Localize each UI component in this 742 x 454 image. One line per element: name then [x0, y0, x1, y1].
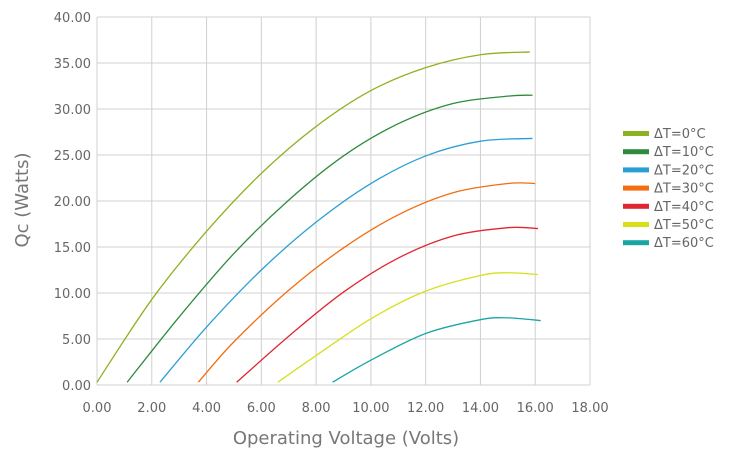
- legend: ΔT=0°C ΔT=10°C ΔT=20°C ΔT=30°C ΔT=40°C ΔT=50°…: [623, 127, 714, 251]
- x-tick-label: 2.00: [137, 401, 166, 416]
- series-line: [126, 94, 533, 383]
- y-tick-label: 10.00: [54, 287, 91, 302]
- series-line: [159, 137, 533, 383]
- legend-swatch: [623, 222, 649, 227]
- y-tick-label: 5.00: [62, 333, 91, 348]
- legend-swatch: [623, 203, 649, 209]
- legend-label: ΔT=40°C: [654, 200, 714, 215]
- y-tick-label: 0.00: [62, 379, 91, 394]
- y-axis-title: Qc (Watts): [12, 152, 33, 247]
- x-tick-label: 6.00: [247, 401, 276, 416]
- legend-label: ΔT=60°C: [654, 236, 714, 251]
- series-line: [332, 317, 541, 383]
- series-line: [277, 272, 539, 383]
- x-tick-label: 16.00: [517, 401, 554, 416]
- legend-swatch: [623, 149, 649, 155]
- x-tick-label: 0.00: [83, 401, 112, 416]
- legend-label: ΔT=10°C: [654, 145, 714, 160]
- y-tick-label: 40.00: [54, 11, 91, 26]
- legend-label: ΔT=20°C: [654, 163, 714, 178]
- legend-label: ΔT=0°C: [654, 127, 706, 142]
- x-axis-title: Operating Voltage (Volts): [233, 428, 459, 449]
- grid-layer: [96, 16, 591, 386]
- x-tick-label: 4.00: [192, 401, 221, 416]
- legend-label: ΔT=50°C: [654, 218, 714, 233]
- x-tick-label: 18.00: [571, 401, 608, 416]
- x-tick-label: 8.00: [302, 401, 331, 416]
- legend-swatch: [623, 131, 649, 136]
- legend-swatch: [623, 185, 649, 191]
- y-tick-label: 20.00: [54, 195, 91, 210]
- x-tick-label: 12.00: [407, 401, 444, 416]
- legend-label: ΔT=30°C: [654, 182, 714, 197]
- series-line: [197, 182, 536, 383]
- y-tick-label: 25.00: [54, 149, 91, 164]
- legend-swatch: [623, 240, 649, 246]
- x-tick-label: 14.00: [462, 401, 499, 416]
- series-line: [236, 226, 538, 383]
- legend-swatch: [623, 167, 649, 173]
- y-tick-label: 30.00: [54, 103, 91, 118]
- y-tick-label: 15.00: [54, 241, 91, 256]
- series-line: [96, 51, 530, 383]
- y-tick-label: 35.00: [54, 57, 91, 72]
- series-layer: [96, 51, 541, 383]
- x-tick-label: 10.00: [352, 401, 389, 416]
- tick-layer: 0.00 2.00 4.00 6.00 8.00 10.00 12.00 14.00 16.00…: [54, 11, 609, 416]
